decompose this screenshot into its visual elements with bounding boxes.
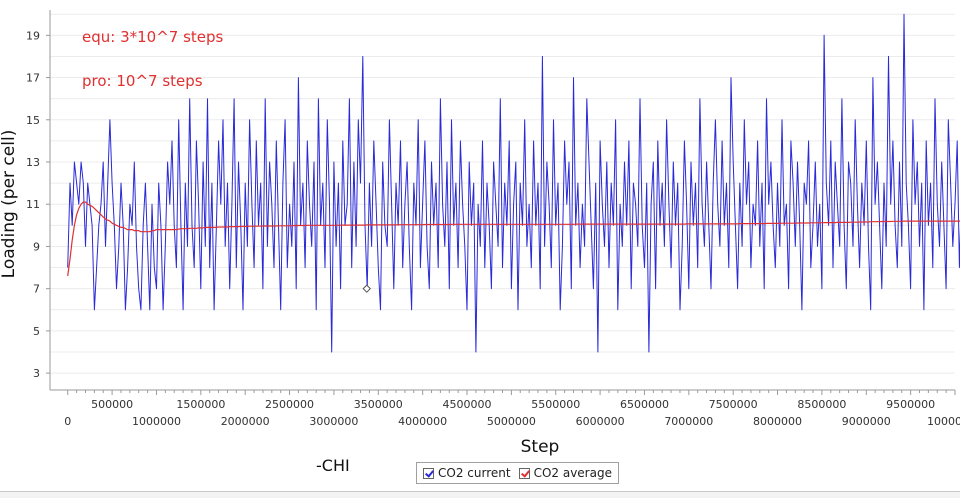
x-tick-label: 2000000 [221, 415, 270, 428]
y-tick-label: 17 [26, 72, 40, 85]
x-tick-label: 10000000 [927, 415, 960, 428]
x-tick-label: 7500000 [709, 398, 758, 411]
y-axis-title: Loading (per cell) [0, 130, 19, 279]
y-tick-label: 5 [33, 325, 40, 338]
y-tick-label: 7 [33, 283, 40, 296]
x-tick-label: 9500000 [886, 398, 935, 411]
x-tick-label: 0 [64, 415, 71, 428]
x-tick-label: 5000000 [487, 415, 536, 428]
y-tick-label: 15 [26, 114, 40, 127]
legend-co2-average-label: CO2 average [533, 466, 612, 480]
x-tick-label: 6500000 [620, 398, 669, 411]
x-tick-label: 3000000 [309, 415, 358, 428]
status-bar [0, 491, 960, 498]
x-tick-label: 9000000 [842, 415, 891, 428]
caption-fragment: -CHI [316, 456, 350, 475]
x-tick-label: 2500000 [265, 398, 314, 411]
y-tick-label: 9 [33, 240, 40, 253]
annotation-pro: pro: 10^7 steps [82, 72, 203, 90]
legend-co2-current[interactable]: CO2 current [423, 466, 511, 480]
x-tick-label: 7000000 [664, 415, 713, 428]
y-tick-label: 13 [26, 156, 40, 169]
x-tick-label: 5500000 [531, 398, 580, 411]
legend: CO2 current CO2 average [416, 462, 619, 484]
series-line-co2-current [67, 13, 960, 353]
x-tick-label: 1500000 [176, 398, 225, 411]
x-axis-title: Step [521, 437, 560, 457]
y-tick-label: 3 [33, 367, 40, 380]
annotation-equ: equ: 3*10^7 steps [82, 28, 224, 46]
x-tick-label: 8000000 [753, 415, 802, 428]
checkbox-co2-current[interactable] [423, 467, 434, 479]
series-line-co2-average [67, 201, 960, 277]
x-tick-label: 500000 [91, 398, 133, 411]
data-point-marker [362, 284, 371, 293]
y-tick-label: 19 [26, 29, 40, 42]
x-tick-label: 3500000 [354, 398, 403, 411]
checkbox-co2-average[interactable] [518, 467, 530, 479]
legend-co2-current-label: CO2 current [438, 466, 511, 480]
x-tick-label: 6000000 [576, 415, 625, 428]
x-tick-label: 4500000 [443, 398, 492, 411]
x-tick-label: 4000000 [398, 415, 447, 428]
y-tick-label: 11 [26, 198, 40, 211]
x-tick-label: 1000000 [132, 415, 181, 428]
legend-co2-average[interactable]: CO2 average [518, 466, 612, 480]
x-tick-label: 8500000 [797, 398, 846, 411]
